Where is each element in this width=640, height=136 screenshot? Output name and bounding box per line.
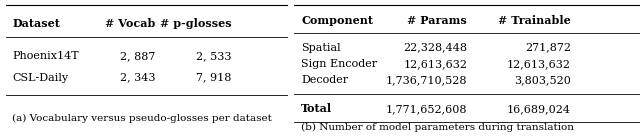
- Text: 22,328,448: 22,328,448: [403, 43, 467, 53]
- Text: 1,736,710,528: 1,736,710,528: [386, 75, 467, 85]
- Text: 7, 918: 7, 918: [196, 72, 232, 83]
- Text: 12,613,632: 12,613,632: [403, 59, 467, 69]
- Text: Sign Encoder: Sign Encoder: [301, 59, 378, 69]
- Text: 2, 343: 2, 343: [120, 72, 156, 83]
- Text: (a) Vocabulary versus pseudo-glosses per dataset: (a) Vocabulary versus pseudo-glosses per…: [12, 114, 272, 123]
- Text: Spatial: Spatial: [301, 43, 341, 53]
- Text: # Vocab: # Vocab: [105, 18, 156, 29]
- Text: 12,613,632: 12,613,632: [507, 59, 571, 69]
- Text: # Trainable: # Trainable: [498, 15, 571, 26]
- Text: Phoenix14T: Phoenix14T: [12, 51, 79, 61]
- Text: # p-glosses: # p-glosses: [160, 18, 232, 29]
- Text: CSL-Daily: CSL-Daily: [12, 72, 68, 83]
- Text: 2, 533: 2, 533: [196, 51, 232, 61]
- Text: Decoder: Decoder: [301, 75, 348, 85]
- Text: Total: Total: [301, 103, 332, 114]
- Text: 1,771,652,608: 1,771,652,608: [386, 104, 467, 114]
- Text: 271,872: 271,872: [525, 43, 571, 53]
- Text: Component: Component: [301, 15, 373, 26]
- Text: 2, 887: 2, 887: [120, 51, 156, 61]
- Text: 16,689,024: 16,689,024: [507, 104, 571, 114]
- Text: 3,803,520: 3,803,520: [514, 75, 571, 85]
- Text: (b) Number of model parameters during translation: (b) Number of model parameters during tr…: [301, 123, 574, 132]
- Text: Dataset: Dataset: [12, 18, 60, 29]
- Text: # Params: # Params: [408, 15, 467, 26]
